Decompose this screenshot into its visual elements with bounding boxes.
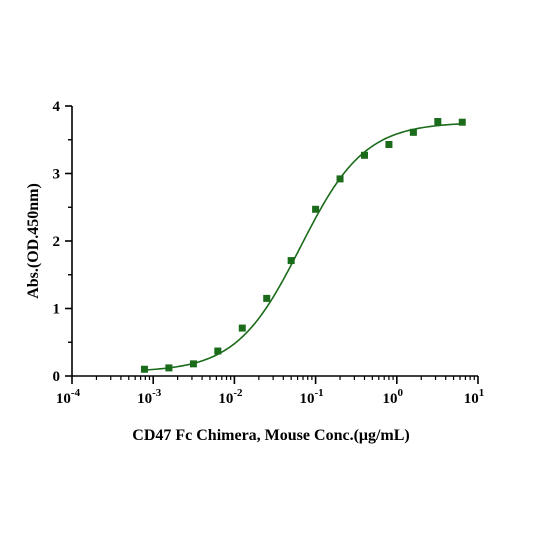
x-tick-label-exponent: -1 — [315, 387, 324, 399]
x-tick-label: 10-2 — [218, 387, 243, 407]
data-point — [287, 257, 295, 265]
data-point — [409, 128, 417, 136]
x-tick-label: 10-4 — [56, 387, 81, 407]
x-tick-label: 100 — [383, 387, 404, 407]
data-point — [189, 360, 197, 368]
x-tick-label-base: 10 — [218, 391, 233, 407]
data-points-layer — [140, 118, 466, 373]
x-tick-label: 10-1 — [300, 387, 324, 407]
x-tick-label-base: 10 — [383, 391, 398, 407]
y-tick-label: 0 — [53, 369, 61, 385]
x-tick-label-exponent: 1 — [479, 387, 485, 399]
fit-curve-layer — [144, 122, 463, 371]
x-tick-label-exponent: -3 — [152, 387, 162, 399]
data-point — [263, 294, 271, 302]
y-tick-label: 4 — [53, 99, 61, 115]
x-tick-label-base: 10 — [464, 391, 479, 407]
data-point — [238, 324, 246, 332]
y-tick-label: 2 — [53, 234, 61, 250]
data-point — [360, 151, 368, 159]
y-tick-label: 1 — [53, 302, 61, 318]
data-point — [312, 205, 320, 213]
y-axis-title: Abs.(OD.450nm) — [25, 183, 42, 299]
data-point — [458, 118, 466, 126]
x-axis-title: CD47 Fc Chimera, Mouse Conc.(μg/mL) — [132, 427, 409, 444]
x-tick-label: 10-3 — [137, 387, 162, 407]
x-tick-label-base: 10 — [137, 391, 152, 407]
x-tick-label-exponent: -4 — [71, 387, 81, 399]
x-tick-label-exponent: 0 — [398, 387, 404, 399]
data-point — [214, 347, 222, 355]
y-tick-label: 3 — [53, 167, 61, 183]
data-point — [140, 365, 148, 373]
data-point — [165, 364, 173, 372]
fit-curve — [144, 122, 463, 371]
data-point — [385, 140, 393, 148]
x-tick-label: 101 — [464, 387, 485, 407]
data-point — [336, 175, 344, 183]
x-tick-label-exponent: -2 — [233, 387, 243, 399]
x-tick-label-base: 10 — [300, 391, 315, 407]
data-point — [434, 118, 442, 126]
x-tick-label-base: 10 — [56, 391, 71, 407]
